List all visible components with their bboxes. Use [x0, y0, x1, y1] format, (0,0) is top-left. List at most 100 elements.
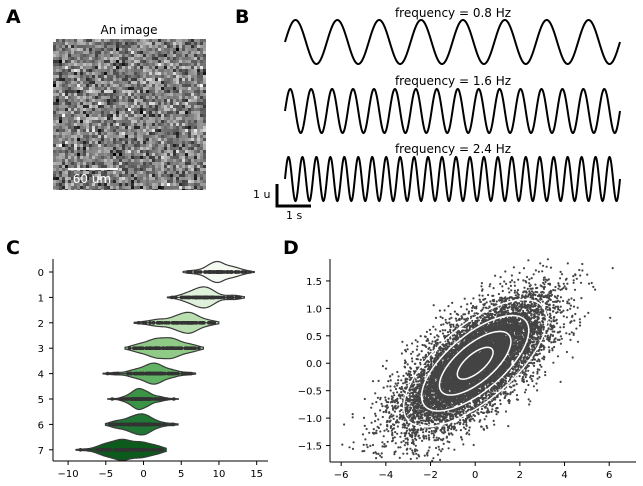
image-pixel: [71, 84, 74, 87]
image-pixel: [200, 123, 203, 126]
image-pixel: [146, 162, 149, 165]
image-pixel: [113, 51, 116, 54]
image-pixel: [98, 180, 101, 183]
image-pixel: [155, 66, 158, 69]
image-pixel: [149, 126, 152, 129]
image-pixel: [89, 159, 92, 162]
image-pixel: [137, 45, 140, 48]
image-pixel: [80, 117, 83, 120]
image-pixel: [137, 63, 140, 66]
image-pixel: [62, 63, 65, 66]
image-pixel: [182, 165, 185, 168]
image-pixel: [77, 54, 80, 57]
image-pixel: [113, 183, 116, 186]
image-pixel: [53, 174, 56, 177]
image-pixel: [143, 159, 146, 162]
image-pixel: [203, 186, 206, 189]
image-pixel: [197, 165, 200, 168]
image-pixel: [107, 186, 110, 189]
image-pixel: [80, 180, 83, 183]
image-pixel: [146, 114, 149, 117]
image-pixel: [119, 183, 122, 186]
image-pixel: [137, 180, 140, 183]
violin-x-tick-label: −5: [98, 469, 113, 480]
image-pixel: [149, 63, 152, 66]
violin-point: [112, 422, 117, 427]
image-pixel: [152, 87, 155, 90]
image-pixel: [80, 132, 83, 135]
image-pixel: [176, 171, 179, 174]
image-pixel: [191, 108, 194, 111]
image-pixel: [77, 132, 80, 135]
scatter-point: [351, 447, 355, 450]
image-pixel: [143, 111, 146, 114]
image-pixel: [194, 114, 197, 117]
image-pixel: [119, 117, 122, 120]
image-pixel: [74, 54, 77, 57]
image-pixel: [101, 132, 104, 135]
image-pixel: [107, 57, 110, 60]
image-pixel: [191, 114, 194, 117]
image-pixel: [131, 153, 134, 156]
image-pixel: [119, 45, 122, 48]
image-pixel: [53, 111, 56, 114]
image-pixel: [167, 78, 170, 81]
image-pixel: [134, 39, 137, 42]
image-pixel: [203, 174, 206, 177]
image-pixel: [119, 147, 122, 150]
image-pixel: [71, 162, 74, 165]
image-pixel: [116, 189, 119, 190]
image-pixel: [194, 150, 197, 153]
image-pixel: [167, 135, 170, 138]
violin-point: [210, 295, 215, 300]
image-pixel: [200, 144, 203, 147]
image-pixel: [77, 60, 80, 63]
image-pixel: [119, 42, 122, 45]
image-pixel: [137, 150, 140, 153]
violin-point: [162, 397, 166, 401]
image-pixel: [80, 129, 83, 132]
image-pixel: [155, 69, 158, 72]
image-pixel: [107, 177, 110, 180]
image-pixel: [134, 141, 137, 144]
image-pixel: [167, 69, 170, 72]
image-pixel: [164, 132, 167, 135]
image-pixel: [62, 126, 65, 129]
image-pixel: [113, 72, 116, 75]
image-pixel: [71, 180, 74, 183]
image-pixel: [128, 90, 131, 93]
image-pixel: [65, 60, 68, 63]
image-pixel: [110, 111, 113, 114]
violin-point: [118, 448, 123, 452]
image-pixel: [92, 99, 95, 102]
image-pixel: [53, 150, 56, 153]
image-pixel: [143, 60, 146, 63]
image-pixel: [56, 81, 59, 84]
image-pixel: [140, 123, 143, 126]
image-pixel: [62, 42, 65, 45]
image-pixel: [191, 153, 194, 156]
image-pixel: [86, 114, 89, 117]
image-pixel: [146, 126, 149, 129]
image-pixel: [143, 189, 146, 190]
image-pixel: [182, 135, 185, 138]
image-pixel: [188, 189, 191, 190]
image-pixel: [80, 42, 83, 45]
image-pixel: [68, 177, 71, 180]
image-pixel: [89, 123, 92, 126]
image-pixel: [191, 117, 194, 120]
image-pixel: [95, 84, 98, 87]
image-pixel: [188, 138, 191, 141]
image-pixel: [170, 138, 173, 141]
image-pixel: [65, 162, 68, 165]
image-pixel: [155, 135, 158, 138]
image-pixel: [68, 111, 71, 114]
image-pixel: [86, 129, 89, 132]
image-pixel: [110, 132, 113, 135]
image-pixel: [122, 72, 125, 75]
image-pixel: [119, 165, 122, 168]
image-pixel: [98, 99, 101, 102]
image-pixel: [116, 96, 119, 99]
scatter-point: [396, 391, 399, 394]
violin-point: [165, 397, 169, 401]
